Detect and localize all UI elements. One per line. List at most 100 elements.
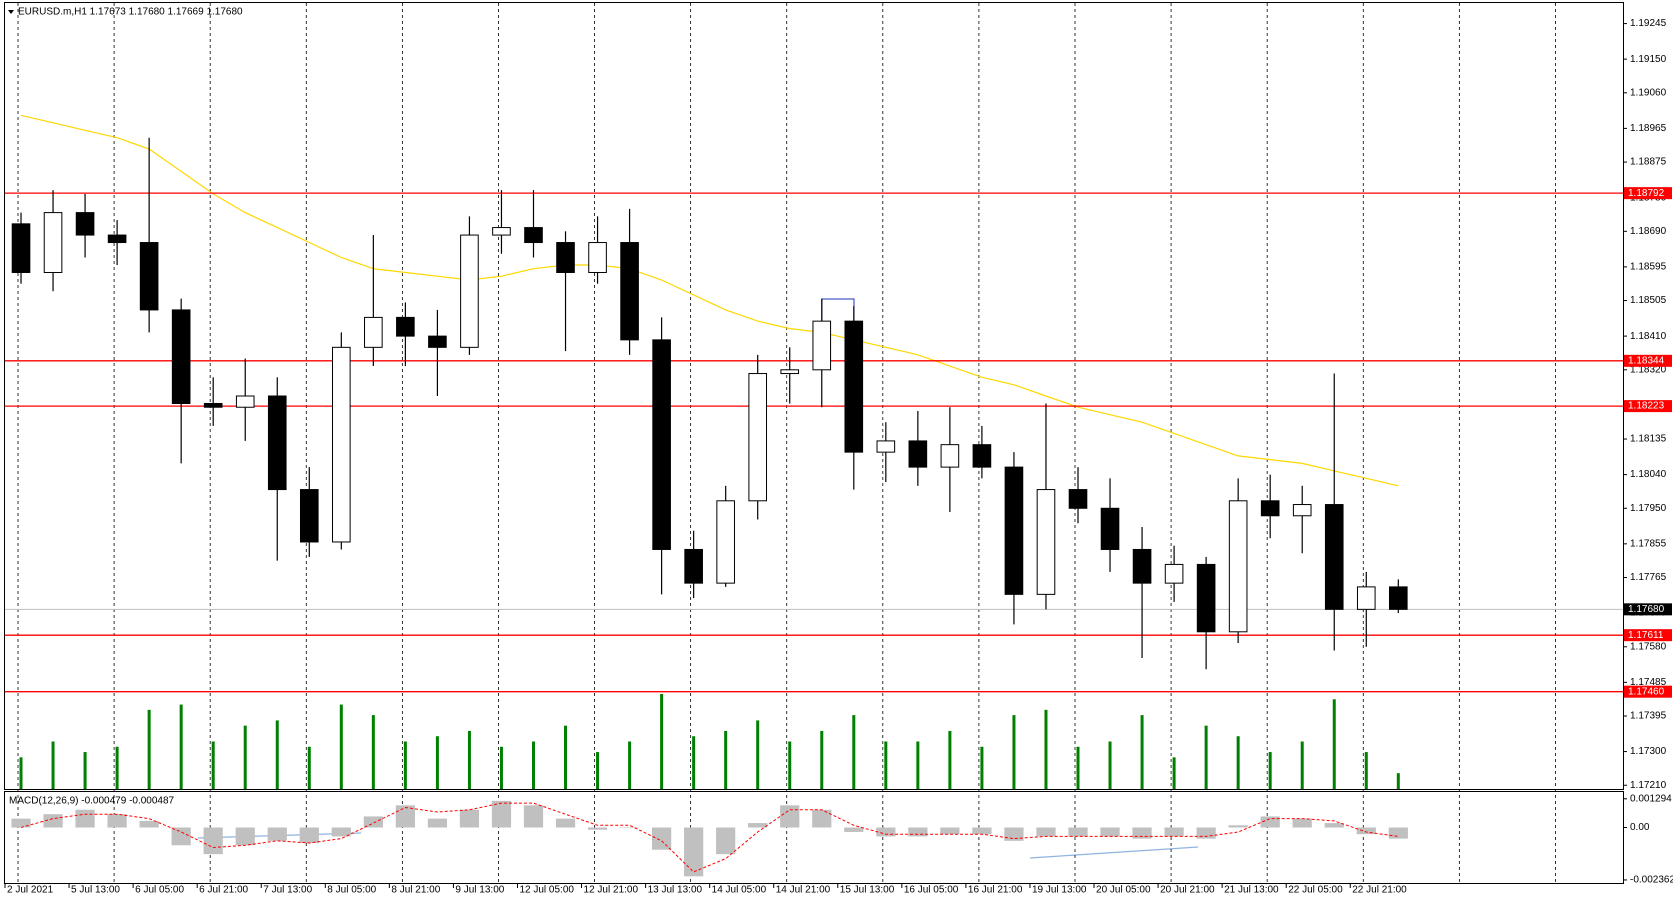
macd-bar [1164, 827, 1184, 837]
volume-bar [1364, 752, 1368, 789]
macd-bar [587, 827, 608, 830]
y-tick-label: 1.18135 [1630, 434, 1667, 445]
x-tick-label: 22 Jul 21:00 [1352, 885, 1407, 896]
volume-bar [916, 741, 920, 789]
x-tick-label: 6 Jul 05:00 [135, 885, 184, 896]
y-tick-label: 1.19060 [1630, 87, 1667, 98]
candle-body [652, 339, 671, 550]
x-tick-label: 9 Jul 13:00 [455, 885, 504, 896]
candle-body [203, 402, 223, 408]
volume-bar [403, 741, 407, 789]
macd-bar [75, 809, 95, 828]
macd-bar [684, 827, 704, 877]
x-tick-label: 12 Jul 05:00 [519, 885, 574, 896]
x-tick-label: 14 Jul 21:00 [776, 885, 831, 896]
macd-bar [652, 827, 672, 850]
volume-bar [1268, 752, 1272, 789]
y-tick-label: 1.17210 [1630, 780, 1667, 791]
macd-bar [363, 816, 383, 828]
volume-bar [211, 741, 215, 789]
macd-bar [1388, 827, 1408, 839]
x-tick-label: 16 Jul 21:00 [968, 885, 1023, 896]
x-tick-label: 8 Jul 21:00 [391, 885, 440, 896]
y-tick-label: 1.18595 [1630, 262, 1667, 273]
candle-body [396, 316, 415, 337]
candle-body [299, 489, 319, 543]
y-tick-label: -0.002362 [1630, 875, 1673, 886]
x-tick-label: 8 Jul 05:00 [327, 885, 376, 896]
macd-bar [107, 814, 127, 828]
macd-bar [299, 827, 319, 844]
macd-bar [139, 820, 159, 828]
volume-bar [339, 704, 343, 789]
macd-bar [1004, 827, 1024, 841]
y-tick-label: 1.18965 [1630, 123, 1667, 134]
macd-bar [748, 823, 768, 828]
candle-body [1388, 586, 1408, 610]
macd-bar [395, 805, 415, 828]
level-label-box [1624, 629, 1672, 642]
volume-bar [435, 736, 439, 789]
price-label: 1.17680 [1628, 604, 1665, 615]
macd-bar [1324, 823, 1344, 828]
y-tick-label: 1.17765 [1630, 572, 1667, 583]
y-tick-label: 1.17950 [1630, 503, 1667, 514]
macd-bar [1100, 827, 1120, 837]
volume-bar [147, 709, 151, 789]
macd-bar [1068, 827, 1088, 837]
symbol-menu-arrow[interactable] [8, 10, 14, 14]
candle-body [716, 500, 735, 584]
candle-body [1292, 504, 1312, 517]
candle-body [524, 227, 543, 244]
level-label: 1.17611 [1628, 630, 1664, 641]
candle-body [908, 440, 928, 468]
macd-bar [1196, 827, 1216, 839]
candle-body [684, 548, 703, 584]
volume-bar [980, 746, 984, 789]
candle-body [588, 242, 607, 273]
macd-bar [43, 814, 63, 828]
macd-bar [235, 827, 255, 846]
candle-body [1036, 489, 1056, 595]
macd-bar [555, 818, 576, 828]
volume-bar [1044, 709, 1048, 789]
macd-bar [267, 827, 287, 841]
candle-body [11, 223, 31, 273]
volume-bar [115, 746, 119, 789]
chart-title: EURUSD.m,H1 1.17673 1.17680 1.17669 1.17… [18, 7, 243, 18]
volume-bar [660, 694, 664, 789]
macd-bar [1260, 816, 1280, 828]
volume-bar [467, 730, 471, 789]
macd-bar [203, 827, 223, 855]
volume-bar [531, 741, 535, 789]
x-tick-label: 22 Jul 05:00 [1288, 885, 1343, 896]
macd-bar [619, 827, 640, 829]
candle-body [235, 395, 255, 408]
moving-average [20, 114, 1399, 487]
macd-bar [908, 827, 928, 837]
x-tick-label: 15 Jul 13:00 [840, 885, 895, 896]
candle-body [1100, 507, 1120, 550]
macd-bar [972, 827, 992, 835]
volume-bar [1300, 741, 1304, 789]
candle-body [1004, 466, 1024, 595]
candle-body [844, 320, 864, 453]
x-tick-label: 20 Jul 21:00 [1160, 885, 1215, 896]
y-tick-label: 1.17300 [1630, 746, 1667, 757]
level-label-box [1624, 400, 1672, 413]
macd-bar [171, 827, 191, 846]
candle-body [171, 309, 191, 404]
y-tick-label: 0.001294 [1630, 793, 1672, 804]
macd-bar [1132, 827, 1152, 839]
candle-body [1356, 586, 1376, 610]
macd-bar [876, 827, 896, 837]
y-tick-label: 1.17855 [1630, 538, 1667, 549]
x-tick-label: 16 Jul 05:00 [904, 885, 959, 896]
y-tick-label: 1.18505 [1630, 295, 1667, 306]
volume-bar [1140, 715, 1144, 789]
candle-body [1260, 500, 1280, 517]
candle-body [492, 227, 511, 236]
price-label-box [1624, 603, 1672, 616]
